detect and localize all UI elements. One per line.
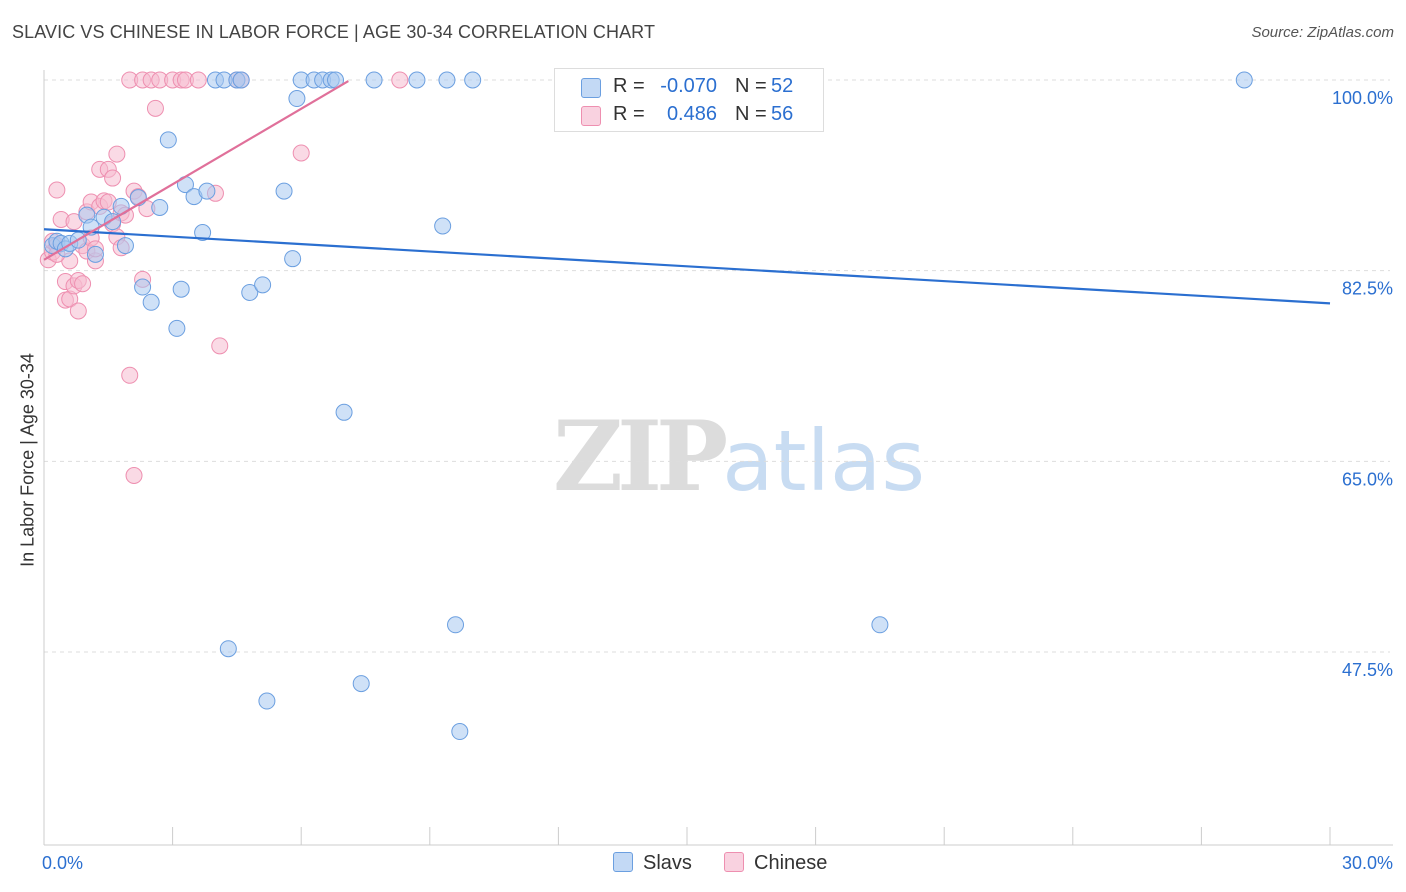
chinese-trend-line	[43, 80, 349, 261]
chinese-point	[211, 337, 229, 355]
slavs-point	[151, 198, 169, 216]
slavs-point	[198, 182, 216, 200]
slavs-point	[232, 71, 250, 89]
y-tick-label: 82.5%	[1342, 279, 1393, 299]
slavs-point	[335, 403, 353, 421]
slavs-trend-line	[43, 228, 1331, 305]
y-tick-label: 47.5%	[1342, 660, 1393, 680]
x-tick-label: 0.0%	[42, 853, 83, 873]
slavs-point	[219, 640, 237, 658]
chinese-legend-swatch	[724, 852, 744, 872]
slavs-point	[451, 723, 469, 741]
chinese-point	[108, 145, 126, 163]
slavs-point	[1235, 71, 1253, 89]
chinese-point	[292, 144, 310, 162]
y-tick-label: 65.0%	[1342, 469, 1393, 489]
slavs-point	[168, 319, 186, 337]
chinese-swatch	[581, 106, 601, 126]
chinese-point	[391, 71, 409, 89]
tick-labels: 47.5% 65.0% 82.5% 100.0% 0.0% 30.0%	[42, 88, 1393, 873]
n-value: 52	[771, 75, 794, 97]
chart-title: SLAVIC VS CHINESE IN LABOR FORCE | AGE 3…	[12, 22, 656, 42]
slavs-point	[365, 71, 383, 89]
slavs-point	[352, 675, 370, 693]
slavs-point	[241, 283, 259, 301]
chinese-point	[74, 275, 92, 293]
chinese-point	[48, 181, 66, 199]
stats-row-slavs: R = -0.070 N = 52	[555, 72, 823, 100]
chinese-point	[69, 302, 87, 320]
slavs-points	[44, 71, 1253, 741]
slavs-point	[254, 276, 272, 294]
slavs-point	[275, 182, 293, 200]
r-label: R =	[613, 75, 645, 97]
stats-legend: R = -0.070 N = 52 R = 0.486 N = 56	[554, 68, 824, 132]
y-tick-label: 100.0%	[1332, 88, 1393, 108]
slavs-point	[258, 692, 276, 710]
slavs-swatch	[581, 78, 601, 98]
slavs-point	[142, 293, 160, 311]
slavs-point	[408, 71, 426, 89]
r-value: 0.486	[666, 103, 717, 125]
slavs-point	[447, 616, 465, 634]
legend-item-slavs: Slavs	[613, 852, 692, 875]
chinese-point	[146, 99, 164, 117]
gridlines	[44, 79, 1390, 653]
slavs-point	[464, 71, 482, 89]
slavs-point	[159, 131, 177, 149]
n-label: N =	[735, 75, 767, 97]
slavs-point	[116, 237, 134, 255]
x-tick-label: 30.0%	[1342, 853, 1393, 873]
source-credit: Source: ZipAtlas.com	[1251, 24, 1394, 41]
slavs-point	[438, 71, 456, 89]
chinese-point	[104, 169, 122, 187]
chinese-point	[189, 71, 207, 89]
slavs-legend-swatch	[613, 852, 633, 872]
chinese-point	[125, 466, 143, 484]
slavs-point	[172, 280, 190, 298]
stats-row-chinese: R = 0.486 N = 56	[555, 100, 823, 128]
watermark-zip: ZIP	[553, 400, 728, 513]
r-value: -0.070	[660, 75, 717, 97]
slavs-point	[434, 217, 452, 235]
chinese-point	[121, 366, 139, 384]
trend-lines	[43, 80, 1331, 305]
chinese-points	[39, 71, 409, 484]
legend-item-chinese: Chinese	[724, 852, 827, 875]
watermark: ZIPatlas	[553, 400, 925, 513]
n-label: N =	[735, 103, 767, 125]
slavs-point	[871, 616, 889, 634]
slavs-point	[284, 250, 302, 268]
slavs-legend-label: Slavs	[643, 852, 692, 874]
slavs-point	[288, 90, 306, 108]
chinese-legend-label: Chinese	[754, 852, 828, 874]
r-label: R =	[613, 103, 645, 125]
slavs-point	[134, 278, 152, 296]
slavs-point	[86, 245, 104, 263]
slavs-point	[194, 224, 212, 242]
axes	[43, 70, 1393, 846]
n-value: 56	[771, 103, 794, 125]
y-axis-title: In Labor Force | Age 30-34	[17, 353, 38, 567]
